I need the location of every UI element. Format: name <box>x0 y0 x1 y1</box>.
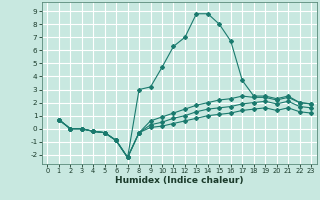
X-axis label: Humidex (Indice chaleur): Humidex (Indice chaleur) <box>115 176 244 185</box>
